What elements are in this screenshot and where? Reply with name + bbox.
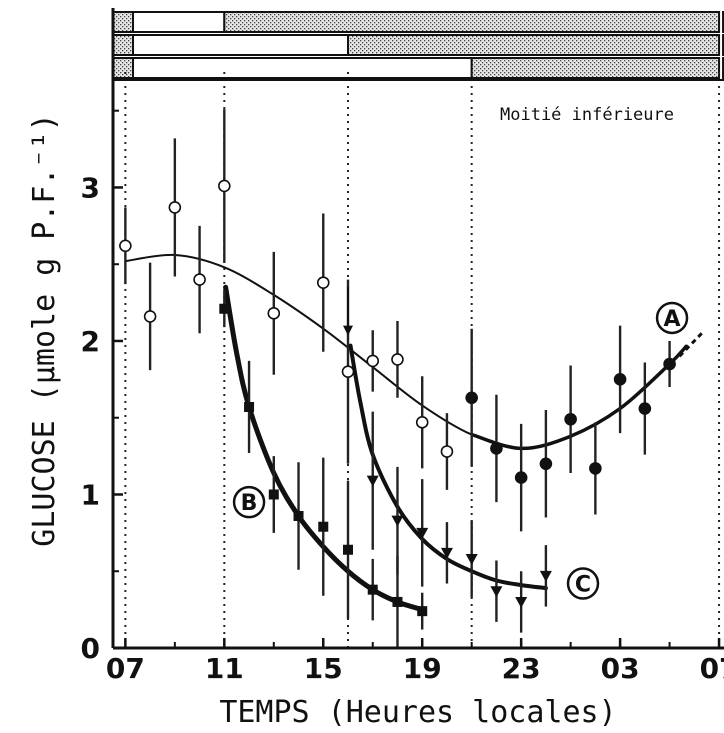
- fitted-curves: [124, 253, 703, 613]
- x-tick-label-6: 07: [700, 652, 724, 685]
- curve-label-B: B: [241, 491, 258, 516]
- curve-label-circle-C: [566, 567, 600, 600]
- curve-A-dashed-end: [678, 332, 703, 358]
- point-A-filled-8: [663, 357, 676, 371]
- point-A-filled-7: [638, 402, 652, 415]
- data-points: [119, 179, 676, 617]
- curve-label-C: C: [575, 573, 591, 598]
- point-A-open-11: [440, 445, 454, 458]
- point-A-open-5: [267, 307, 281, 320]
- point-A-filled-4: [564, 412, 577, 426]
- x-tick-label-2: 15: [304, 652, 343, 685]
- point-B-4: [318, 521, 329, 532]
- point-A-filled-2: [514, 471, 528, 484]
- point-B-8: [417, 606, 428, 617]
- point-A-open-4: [218, 179, 231, 193]
- light-bar-2-dark-start: [112, 34, 134, 56]
- error-bars: [124, 109, 671, 648]
- light-bar-1-dark-start: [112, 11, 134, 33]
- point-B-0: [219, 303, 230, 314]
- point-A-open-2: [168, 201, 182, 214]
- point-C-6: [515, 596, 528, 608]
- point-B-6: [367, 584, 378, 595]
- light-bar-3-light: [132, 57, 473, 79]
- point-C-5: [490, 586, 503, 598]
- light-bar-2-light: [132, 34, 349, 56]
- point-A-open-10: [415, 416, 429, 429]
- annotation-lower-half: Moitié inférieure: [500, 105, 674, 125]
- point-A-open-8: [366, 354, 380, 368]
- x-tick-label-1: 11: [205, 652, 244, 685]
- point-A-filled-5: [589, 462, 602, 475]
- point-A-open-9: [391, 353, 404, 366]
- curve-C: [348, 343, 548, 591]
- point-A-filled-0: [465, 391, 478, 405]
- arrow-head: [343, 325, 353, 336]
- point-A-open-7: [341, 365, 355, 378]
- x-axis-ticks: 07 11 15 19 23 03 07: [106, 638, 724, 685]
- point-B-7: [392, 596, 403, 607]
- point-C-4: [465, 553, 478, 565]
- light-bar-3-dark: [470, 57, 721, 79]
- curve-label-A: A: [664, 307, 681, 332]
- point-C-7: [539, 570, 552, 582]
- point-B-1: [244, 401, 255, 412]
- x-tick-label-4: 23: [502, 652, 541, 685]
- point-A-open-1: [143, 310, 157, 323]
- light-bar-3-dark-start: [112, 57, 134, 79]
- y-axis-ticks: 0 1 2 3: [81, 109, 123, 665]
- x-axis-title: TEMPS (Heures locales): [219, 695, 616, 730]
- point-A-filled-3: [539, 457, 553, 471]
- y-axis-title: GLUCOSE (µmole g P.F.⁻¹): [27, 113, 62, 546]
- point-B-5: [343, 544, 353, 555]
- curve-B: [223, 284, 425, 613]
- curve-labels: A B C: [232, 301, 689, 600]
- light-bar-1-light: [132, 11, 226, 33]
- y-tick-label-2: 2: [81, 325, 100, 358]
- point-A-open-3: [193, 273, 206, 286]
- y-tick-label-1: 1: [81, 478, 100, 511]
- x-tick-label-5: 03: [601, 652, 640, 685]
- point-B-3: [293, 510, 304, 521]
- point-A-filled-6: [613, 373, 627, 386]
- y-tick-label-0: 0: [81, 632, 100, 665]
- change-arrow: [343, 287, 353, 336]
- light-regime-bars: [112, 11, 724, 79]
- curve-A-dark-segment: [471, 344, 689, 451]
- point-C-1: [391, 515, 404, 527]
- curve-label-circle-A: [655, 301, 689, 335]
- point-A-open-0: [119, 239, 132, 253]
- axes-frame: [111, 8, 724, 650]
- point-C-2: [416, 527, 429, 539]
- curve-label-circle-B: [232, 485, 266, 519]
- point-B-2: [268, 489, 279, 500]
- x-tick-label-0: 07: [106, 652, 145, 685]
- point-A-open-6: [316, 276, 330, 289]
- point-C-0: [366, 475, 379, 487]
- x-tick-label-3: 19: [403, 652, 442, 685]
- light-bar-2-dark: [347, 34, 721, 56]
- y-tick-label-3: 3: [81, 171, 100, 204]
- light-bar-1-dark: [223, 11, 721, 33]
- point-A-filled-1: [490, 442, 503, 455]
- point-C-3: [440, 547, 453, 559]
